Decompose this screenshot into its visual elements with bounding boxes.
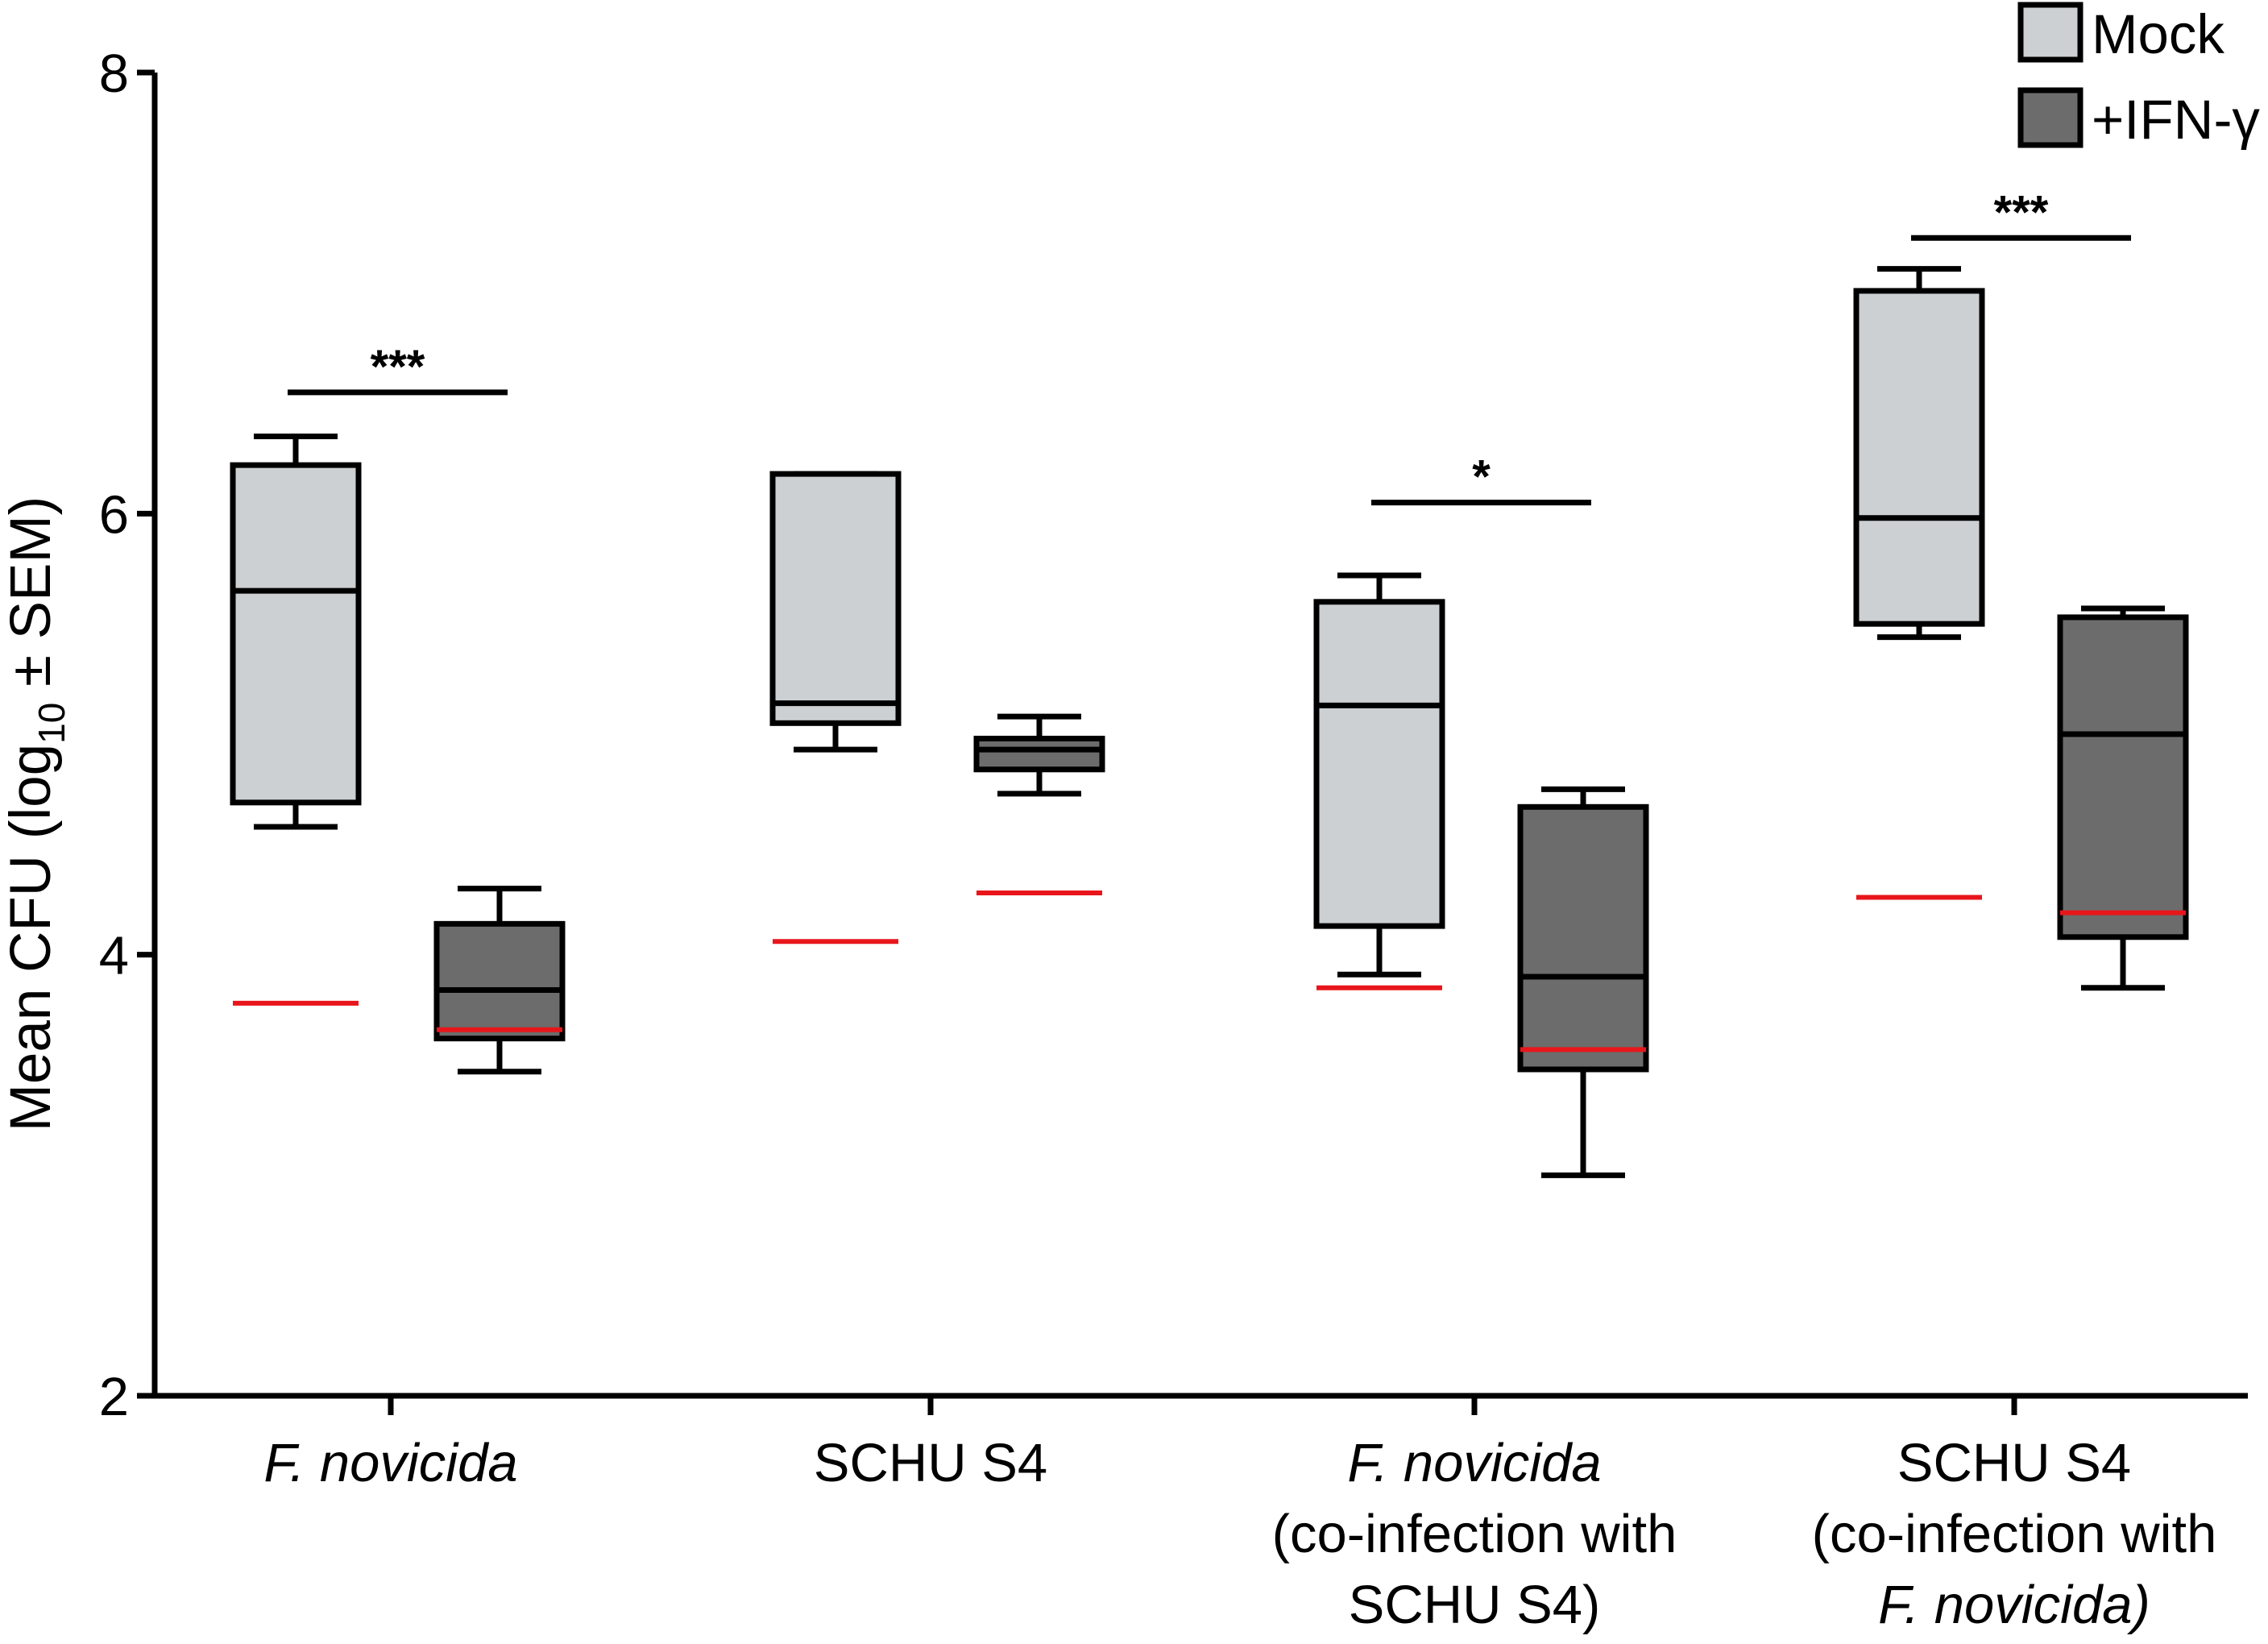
category-label-3-line-3: SCHU S4): [1349, 1575, 1601, 1635]
y-tick-label-8: 8: [99, 44, 129, 104]
category-label-3-line-1: F. novicida: [1347, 1433, 1601, 1493]
category-label-1-line-1: F. novicida: [263, 1433, 517, 1493]
box-body-mock-1: [230, 462, 362, 806]
category-label-4: SCHU S4 (co-infection with F. novicida): [1812, 1433, 2217, 1635]
box-body-ifn-3: [1517, 803, 1649, 1073]
category-label-4-line-3: F. novicida): [1878, 1575, 2150, 1635]
box-body-mock-2: [769, 471, 902, 726]
box-body-ifn-4: [2057, 614, 2189, 940]
y-axis-label: Mean CFU (log10 ± SEM): [0, 496, 73, 1131]
y-tick-label-4: 4: [99, 926, 129, 986]
box-body-mock-3: [1313, 599, 1445, 929]
box-mock-2: [769, 471, 902, 944]
significance-label-1: ***: [371, 341, 425, 393]
box-ifn-2: [973, 713, 1105, 896]
category-label-3-line-2: (co-infection with: [1272, 1504, 1677, 1564]
axes: 2 4 6 8 F. novicida SCHU S4 F. novicida (co-inf…: [99, 44, 2248, 1635]
legend-swatch-1: [2017, 2, 2083, 63]
category-label-4-line-2: (co-infection with: [1812, 1504, 2217, 1564]
significance-label-2: *: [1472, 451, 1491, 504]
box-body-mock-4: [1853, 288, 1985, 627]
legend-label-2: +IFN-γ: [2092, 89, 2260, 151]
y-tick-label-6: 6: [99, 484, 129, 545]
category-label-2-line-1: SCHU S4: [814, 1433, 1047, 1493]
y-tick-label-2: 2: [99, 1367, 129, 1427]
legend-swatch-2: [2017, 87, 2083, 148]
category-label-2: SCHU S4: [814, 1433, 1047, 1493]
box-ifn-3: [1517, 786, 1649, 1178]
box-body-ifn-2: [973, 735, 1105, 773]
box-mock-1: [230, 434, 362, 1006]
box-ifn-1: [433, 886, 566, 1075]
box-body-ifn-1: [433, 920, 566, 1042]
significance-label-3: ***: [1994, 186, 2049, 239]
plot-area: *******: [230, 186, 2189, 1178]
box-mock-4: [1853, 266, 1985, 900]
category-label-3: F. novicida (co-infection with SCHU S4): [1272, 1433, 1677, 1635]
box-mock-3: [1313, 572, 1445, 990]
category-label-4-line-1: SCHU S4: [1897, 1433, 2131, 1493]
legend: Mock +IFN-γ: [2017, 2, 2260, 151]
category-label-1: F. novicida: [263, 1433, 517, 1493]
legend-label-1: Mock: [2092, 3, 2224, 65]
box-ifn-4: [2057, 605, 2189, 991]
